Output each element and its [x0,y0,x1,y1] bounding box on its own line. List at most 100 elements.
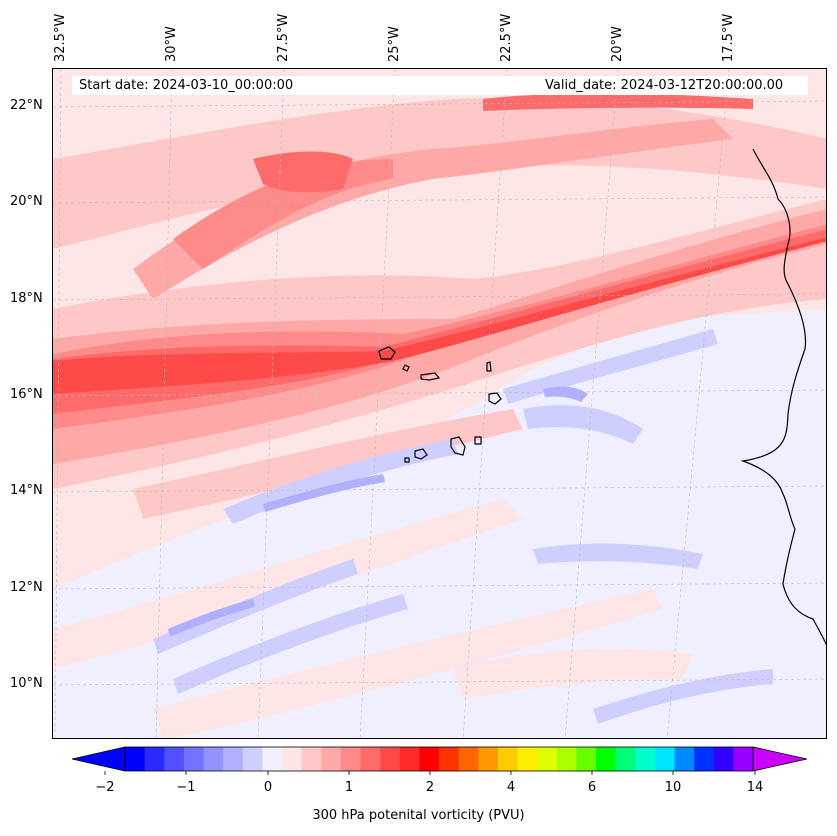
colorbar-caption: 300 hPa potenital vorticity (PVU) [312,808,525,823]
lat-label-18n: 18°N [10,291,43,306]
colorbar-ticks [104,771,756,775]
red2-blob-north [253,151,353,193]
island-sao-vicente [402,364,410,372]
colorbar-segment [282,747,303,771]
colorbar-under-arrow [71,746,126,772]
colorbar-segment [321,747,342,771]
island-boa-vista [488,392,502,405]
colorbar-tick-label-1: −1 [176,780,196,795]
colorbar-segment [576,747,597,771]
colorbar-segment [556,747,577,771]
colorbar-segment [203,747,224,771]
pv-map [52,68,827,739]
red2-band-ne [483,93,753,111]
colorbar-segment [164,747,185,771]
light-blue-streak-5 [533,543,703,569]
graticule [53,69,826,738]
meridian-30w [155,69,173,738]
lat-label-12n: 12°N [10,580,43,595]
colorbar-tick-label-8: 14 [746,780,764,795]
light-blue-patch-7 [523,405,643,444]
colorbar-tick-label-2: 0 [263,780,273,795]
colorbar-tick-label-3: 1 [344,780,354,795]
lon-label-27.5w: 27.5°W [276,13,291,62]
light-blue-streak-6 [593,669,773,724]
colorbar-segment [497,747,518,771]
blue-patch-3 [543,386,588,402]
colorbar-segment [125,747,146,771]
valid-date-label: Valid_date: 2024-03-12T20:00:00.00 [545,78,784,93]
lat-label-20n: 20°N [10,194,43,209]
pale-pink-streak-b [153,589,663,738]
pale-pink-patch-c [453,649,693,699]
light-blue-streak-4 [173,594,408,694]
colorbar-segment [419,747,440,771]
lat-label-10n: 10°N [10,676,43,691]
meridian-27.5w [257,69,285,738]
colorbar-segment [478,747,499,771]
colorbar-segment [615,747,636,771]
colorbar-segment [635,747,656,771]
lat-label-16n: 16°N [10,387,43,402]
info-box [72,76,808,95]
colorbar-segments [125,747,754,771]
colorbar-segment [399,747,420,771]
island-maio [474,436,482,445]
island-sal [486,361,492,372]
colorbar-segment [360,747,381,771]
colorbar-tick-label-5: 4 [506,780,516,795]
colorbar-segment [674,747,695,771]
lon-label-20w: 20°W [610,26,625,62]
lat-label-22n: 22°N [10,98,43,113]
lon-label-17.5w: 17.5°W [721,13,736,62]
island-santo-antao [378,346,396,360]
colorbar-segment [694,747,715,771]
lon-label-25w: 25°W [387,26,402,62]
light-blue-streak-3 [153,559,358,654]
light-blue-streak-2 [503,329,718,404]
island-brava [404,457,410,463]
island-sao-nicolau [420,372,441,381]
colorbar-segment [733,747,754,771]
pv-contour-field [53,69,826,738]
coast-african-mainland [740,148,826,646]
colorbar [71,746,808,775]
lon-label-30w: 30°W [164,26,179,62]
coastlines [378,148,826,646]
colorbar-segment [517,747,538,771]
colorbar-segment [223,747,244,771]
island-fogo [414,448,428,460]
colorbar-tick-label-6: 6 [587,780,597,795]
colorbar-segment [340,747,361,771]
colorbar-segment [380,747,401,771]
colorbar-tick-label-7: 10 [664,780,682,795]
start-date-label: Start date: 2024-03-10_00:00:00 [79,78,294,93]
red3-jet-core [53,237,826,394]
meridian-32.5w [54,69,62,738]
colorbar-segment [713,747,734,771]
meridian-25w [359,69,396,738]
meridian-22.5w [462,69,508,738]
colorbar-segment [654,747,675,771]
meridian-17.5w [666,69,730,738]
meridian-20w [564,69,619,738]
island-santiago [450,436,466,456]
colorbar-segment [242,747,263,771]
lat-label-14n: 14°N [10,483,43,498]
colorbar-segment [537,747,558,771]
light-pink-band-south [133,409,523,519]
colorbar-segment [183,747,204,771]
lon-label-32.5w: 32.5°W [53,13,68,62]
colorbar-outline [124,746,754,772]
colorbar-over-arrow [752,746,808,772]
colorbar-segment [301,747,322,771]
blue-streak-1 [263,474,385,512]
colorbar-tick-label-4: 2 [425,780,435,795]
colorbar-segment [458,747,479,771]
colorbar-tick-label-0: −2 [95,780,115,795]
colorbar-segment [262,747,283,771]
colorbar-segment [439,747,460,771]
blue-streak-2 [168,599,255,637]
colorbar-segment [144,747,165,771]
lon-label-22.5w: 22.5°W [499,13,514,62]
